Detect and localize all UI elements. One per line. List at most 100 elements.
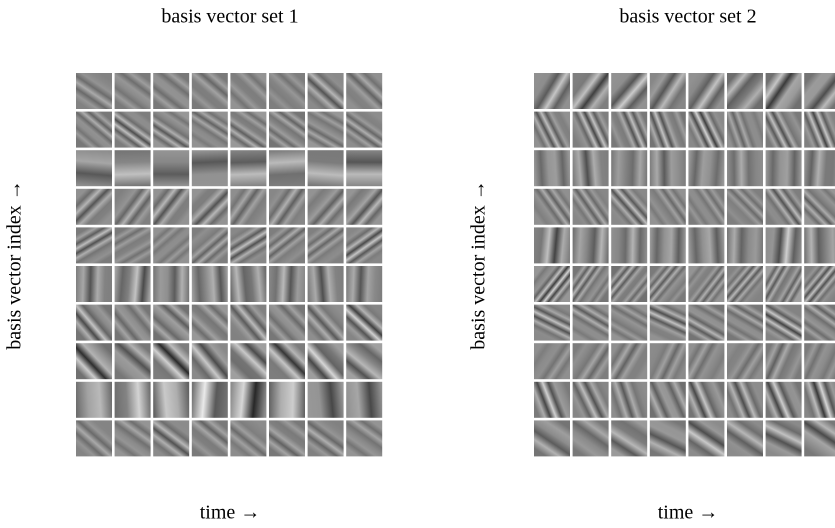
patch bbox=[688, 150, 725, 187]
patch bbox=[534, 266, 570, 302]
patch bbox=[153, 150, 190, 187]
patch bbox=[611, 266, 648, 302]
patch bbox=[727, 420, 763, 457]
patch bbox=[611, 111, 648, 148]
patch bbox=[307, 381, 344, 418]
patch bbox=[346, 420, 383, 457]
patch bbox=[191, 266, 228, 302]
patch bbox=[307, 343, 344, 380]
patch bbox=[269, 266, 305, 302]
patch bbox=[804, 150, 835, 187]
patch bbox=[269, 381, 305, 418]
patch bbox=[230, 188, 267, 225]
patch bbox=[611, 381, 648, 418]
patch bbox=[649, 188, 686, 225]
patch bbox=[114, 343, 151, 380]
patch bbox=[765, 420, 802, 457]
patch bbox=[269, 73, 305, 109]
patch bbox=[191, 111, 228, 148]
patch bbox=[534, 188, 570, 225]
patch bbox=[153, 227, 190, 264]
patch bbox=[688, 266, 725, 302]
patch bbox=[114, 420, 151, 457]
patch bbox=[611, 73, 648, 109]
patch bbox=[611, 188, 648, 225]
patch bbox=[114, 150, 151, 187]
patch bbox=[346, 381, 383, 418]
patch bbox=[76, 304, 112, 341]
patch bbox=[269, 304, 305, 341]
patch bbox=[114, 73, 151, 109]
patch bbox=[269, 188, 305, 225]
patch bbox=[191, 227, 228, 264]
patch bbox=[307, 188, 344, 225]
patch bbox=[534, 304, 570, 341]
patch bbox=[346, 304, 383, 341]
patch bbox=[572, 150, 609, 187]
patch bbox=[76, 150, 112, 187]
patch bbox=[534, 111, 570, 148]
patch bbox=[649, 304, 686, 341]
patch bbox=[153, 188, 190, 225]
patch bbox=[534, 420, 570, 457]
patch bbox=[153, 420, 190, 457]
patch bbox=[688, 111, 725, 148]
patch bbox=[114, 111, 151, 148]
patch bbox=[804, 381, 835, 418]
patch bbox=[649, 227, 686, 264]
patch bbox=[191, 381, 228, 418]
patch bbox=[307, 227, 344, 264]
patch bbox=[191, 420, 228, 457]
patch bbox=[572, 343, 609, 380]
patch bbox=[765, 188, 802, 225]
patch bbox=[230, 343, 267, 380]
patch bbox=[153, 73, 190, 109]
patch bbox=[191, 343, 228, 380]
patch bbox=[269, 420, 305, 457]
patch bbox=[114, 304, 151, 341]
patch bbox=[346, 111, 383, 148]
patch bbox=[649, 150, 686, 187]
patch bbox=[804, 304, 835, 341]
patch bbox=[765, 381, 802, 418]
patch bbox=[114, 266, 151, 302]
patch bbox=[191, 73, 228, 109]
patch bbox=[649, 111, 686, 148]
patch bbox=[572, 266, 609, 302]
patch bbox=[346, 150, 383, 187]
patch bbox=[727, 343, 763, 380]
patch bbox=[76, 420, 112, 457]
patch bbox=[346, 343, 383, 380]
patch bbox=[804, 188, 835, 225]
patch bbox=[649, 381, 686, 418]
patch bbox=[688, 73, 725, 109]
patch bbox=[76, 73, 112, 109]
patch bbox=[230, 227, 267, 264]
patch bbox=[727, 381, 763, 418]
patch bbox=[534, 150, 570, 187]
y-axis-label: basis vector index → bbox=[468, 180, 490, 349]
patch bbox=[114, 227, 151, 264]
y-axis-label: basis vector index → bbox=[4, 180, 26, 349]
patch bbox=[765, 150, 802, 187]
patch bbox=[765, 343, 802, 380]
patch bbox=[804, 73, 835, 109]
patch bbox=[572, 188, 609, 225]
patch bbox=[727, 266, 763, 302]
patch bbox=[346, 266, 383, 302]
patch bbox=[76, 343, 112, 380]
patch bbox=[153, 266, 190, 302]
patch bbox=[534, 227, 570, 264]
patch bbox=[307, 150, 344, 187]
patch bbox=[727, 227, 763, 264]
panel-title: basis vector set 1 bbox=[161, 6, 298, 28]
patch bbox=[649, 73, 686, 109]
patch bbox=[269, 343, 305, 380]
patch bbox=[76, 227, 112, 264]
patch bbox=[153, 304, 190, 341]
patch bbox=[269, 150, 305, 187]
patch bbox=[727, 188, 763, 225]
patch bbox=[765, 304, 802, 341]
patch bbox=[804, 111, 835, 148]
